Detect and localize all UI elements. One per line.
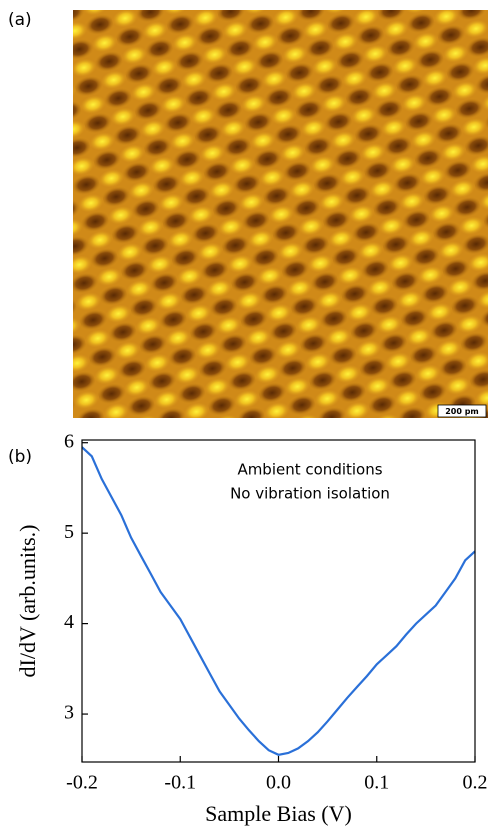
x-axis-label: Sample Bias (V): [205, 801, 352, 826]
y-tick-label: 4: [64, 611, 74, 633]
x-tick-label: 0.0: [266, 772, 291, 794]
x-tick-label: -0.1: [164, 772, 196, 794]
y-tick-label: 5: [64, 521, 74, 543]
y-tick-label: 3: [64, 702, 74, 724]
panel-label: (b): [8, 447, 32, 467]
panel-label: (a): [8, 10, 32, 30]
data-line: [81, 446, 476, 756]
scale-bar-label: 200 pm: [445, 407, 479, 416]
stm-image: [73, 10, 488, 418]
y-axis-label: dI/dV (arb.units.): [15, 525, 40, 678]
scale-bar: [437, 404, 487, 418]
y-tick-label: 6: [64, 430, 74, 452]
x-tick-label: 0.1: [364, 772, 389, 794]
annotation: No vibration isolation: [230, 485, 390, 503]
annotation: Ambient conditions: [237, 461, 382, 479]
x-tick-label: -0.2: [66, 772, 98, 794]
x-tick-label: 0.2: [463, 772, 488, 794]
